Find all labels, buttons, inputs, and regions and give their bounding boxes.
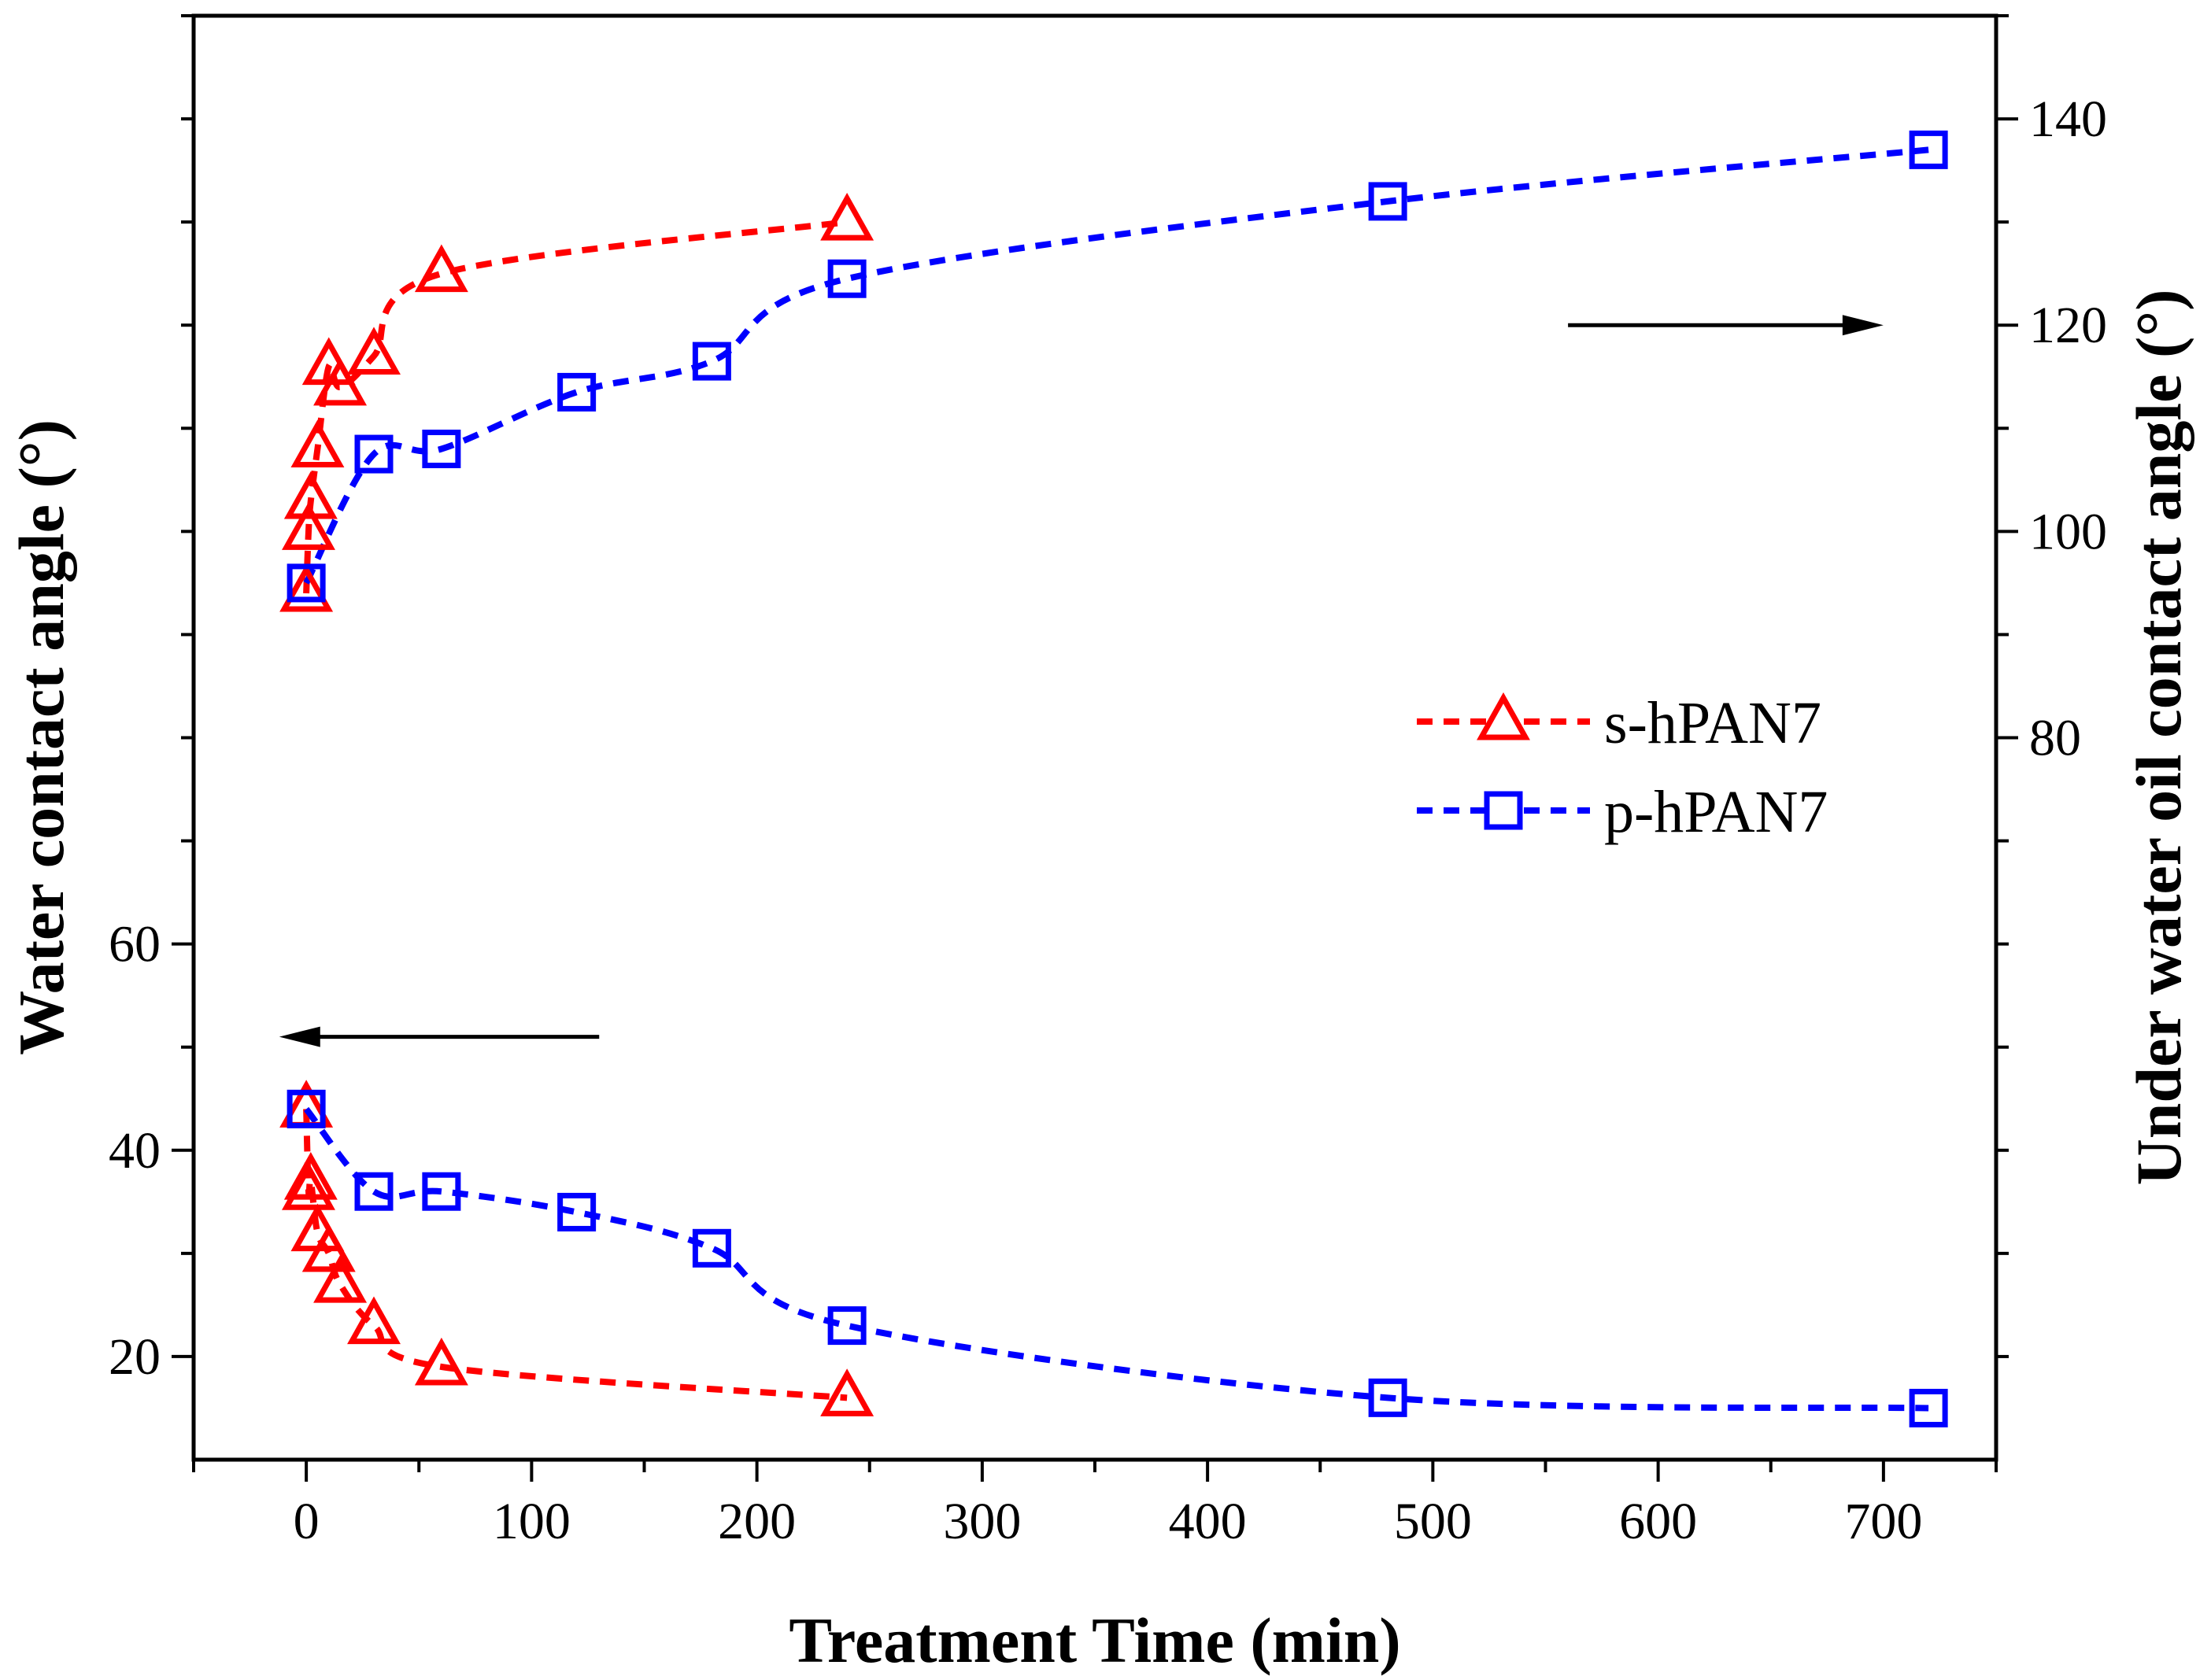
- marker-p-hpan7-water: [695, 1231, 728, 1265]
- legend-label-p-hpan7: p-hPAN7: [1604, 779, 1828, 845]
- x-tick-label: 500: [1394, 1493, 1472, 1550]
- x-tick-label: 400: [1169, 1493, 1247, 1550]
- legend: s-hPAN7 p-hPAN7: [1417, 690, 1828, 845]
- y-left-tick-label: 20: [109, 1328, 161, 1386]
- legend-label-s-hpan7: s-hPAN7: [1604, 690, 1821, 756]
- x-tick-label: 700: [1844, 1493, 1922, 1550]
- x-tick-label: 600: [1619, 1493, 1697, 1550]
- y-right-tick-label: 120: [2029, 297, 2107, 354]
- legend-marker-p-hpan7: [1487, 794, 1520, 827]
- series-line-p-hpan7-oil: [306, 150, 1928, 583]
- arrows-layer: [279, 315, 1884, 1047]
- x-tick-label: 200: [718, 1493, 796, 1550]
- arrow-right-head: [1843, 315, 1884, 335]
- marker-p-hpan7-oil: [560, 375, 593, 408]
- series-line-s-hpan7-water: [306, 1109, 847, 1398]
- marker-s-hpan7-oil: [825, 198, 869, 238]
- x-tick-label: 0: [294, 1493, 320, 1550]
- y-right-tick-label: 140: [2029, 90, 2107, 148]
- y-left-tick-label: 40: [109, 1122, 161, 1180]
- y-right-tick-label: 80: [2029, 710, 2081, 767]
- arrow-left-head: [279, 1027, 320, 1047]
- marker-s-hpan7-water: [825, 1374, 869, 1413]
- x-tick-label: 100: [493, 1493, 571, 1550]
- marker-p-hpan7-oil: [695, 345, 728, 378]
- y-axis-right-title: Under water oil contact angle (°): [2123, 290, 2194, 1186]
- y-left-tick-label: 60: [109, 916, 161, 973]
- series-line-p-hpan7-water: [306, 1109, 1928, 1408]
- y-axis-left-title: Water contact angle (°): [6, 419, 77, 1055]
- y-right-tick-label: 100: [2029, 503, 2107, 560]
- legend-marker-s-hpan7: [1481, 698, 1525, 737]
- x-tick-label: 300: [943, 1493, 1021, 1550]
- x-axis-title: Treatment Time (min): [789, 1604, 1400, 1676]
- marker-s-hpan7-water: [352, 1302, 396, 1342]
